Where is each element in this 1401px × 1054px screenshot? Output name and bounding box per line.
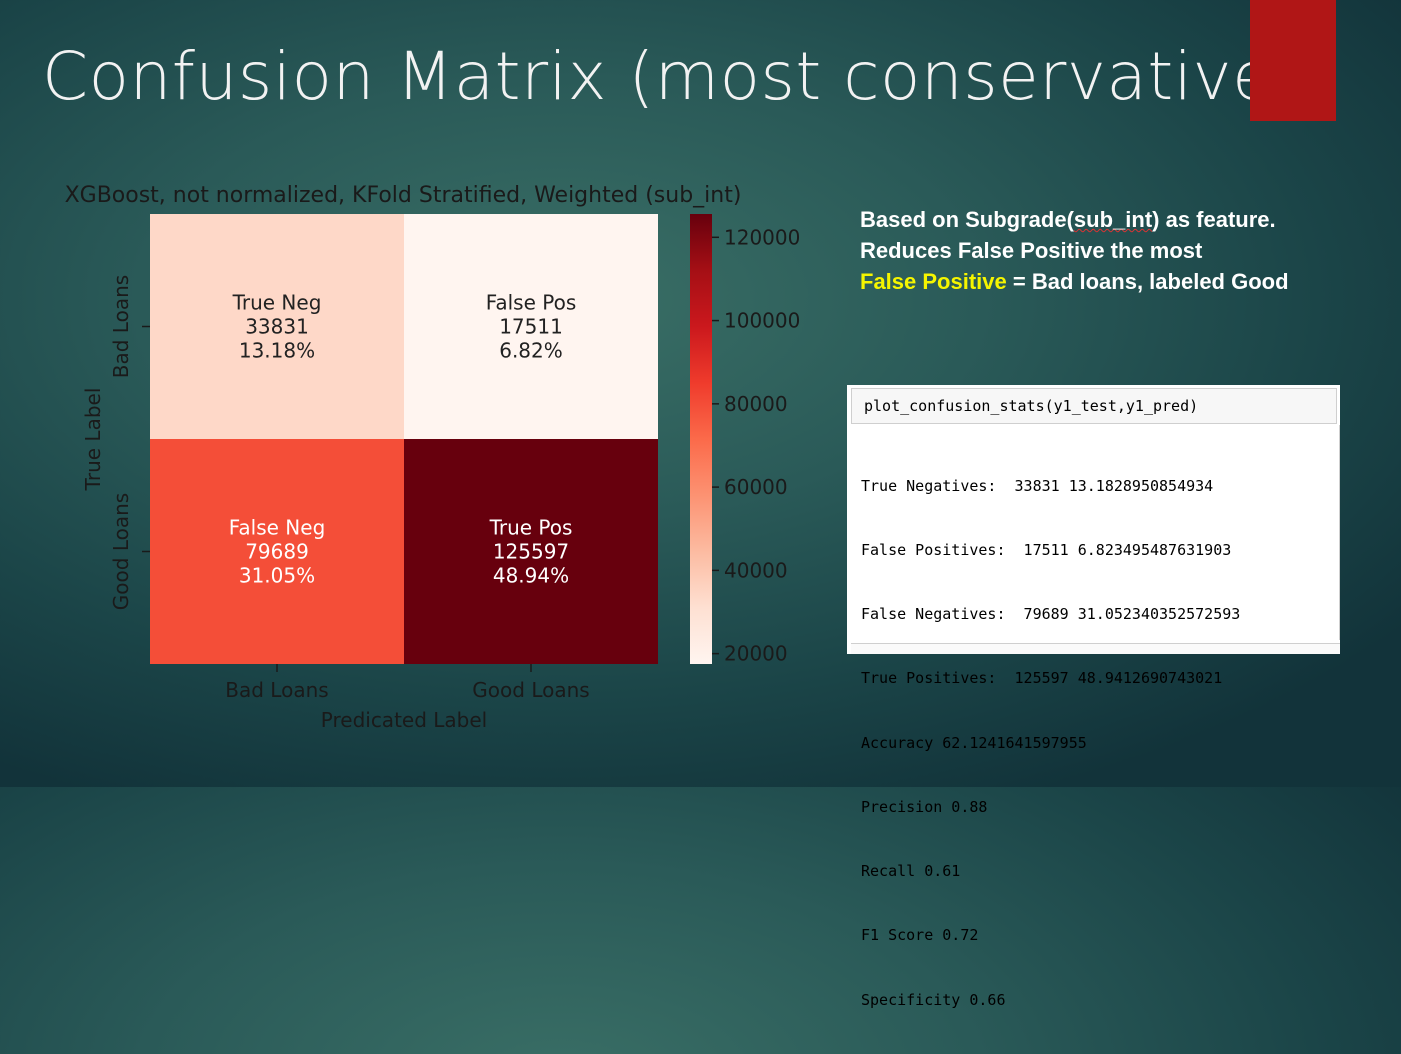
y-axis-label: True Label (81, 388, 105, 492)
heatmap-cell (404, 214, 658, 439)
colorbar (690, 214, 712, 664)
output-line: Accuracy 62.1241641597955 (861, 733, 1087, 752)
x-tick-label: Good Loans (472, 678, 589, 702)
notebook-cell: plot_confusion_stats(y1_test,y1_pred) Tr… (847, 385, 1340, 1009)
heatmap-svg: XGBoost, not normalized, KFold Stratifie… (65, 183, 801, 732)
cell-label: False Neg (229, 516, 326, 540)
colorbar-tick-label: 80000 (724, 392, 788, 416)
code-input[interactable]: plot_confusion_stats(y1_test,y1_pred) (851, 388, 1337, 424)
colorbar-tick-label: 60000 (724, 475, 788, 499)
output-line: Precision 0.88 (861, 797, 988, 816)
output-line: False Negatives: 79689 31.05234035257259… (861, 605, 1241, 624)
x-axis-label: Predicated Label (321, 708, 487, 732)
heatmap-cell (150, 439, 404, 664)
heatmap-cell (404, 439, 658, 664)
cell-label: 6.82% (499, 339, 563, 363)
y-tick-label: Bad Loans (109, 275, 133, 378)
colorbar-tick-label: 20000 (724, 642, 788, 666)
chart-title: XGBoost, not normalized, KFold Stratifie… (65, 183, 742, 208)
output-line: Specificity 0.66 (861, 990, 1006, 1009)
notes-line-3: False Positive = Bad loans, labeled Good (860, 269, 1289, 294)
cell-label: 33831 (245, 315, 309, 339)
cell-label: 125597 (493, 540, 569, 564)
colorbar-tick-label: 120000 (724, 225, 800, 249)
highlight-text: False Positive (860, 269, 1007, 294)
accent-block (1250, 0, 1336, 121)
notes-line-1: Based on Subgrade(sub_int) as feature. (860, 207, 1276, 232)
code-output: True Negatives: 33831 13.1828950854934 F… (861, 433, 1240, 1054)
colorbar-tick-label: 100000 (724, 309, 800, 333)
heatmap-cell (150, 214, 404, 439)
notes-text: Based on Subgrade(sub_int) as feature. R… (860, 204, 1380, 297)
output-line: True Negatives: 33831 13.1828950854934 (861, 476, 1214, 495)
cell-label: 17511 (499, 315, 563, 339)
squiggle-text: sub_int (1073, 207, 1153, 232)
cell-label: True Pos (489, 516, 573, 540)
notes-line-2: Reduces False Positive the most (860, 238, 1203, 263)
cell-label: True Neg (232, 291, 322, 315)
cell-label: 79689 (245, 540, 309, 564)
next-cell-edge (851, 643, 1340, 654)
y-tick-label: Good Loans (109, 493, 133, 610)
output-line: Recall 0.61 (861, 862, 961, 881)
output-line: F1 Score 0.72 (861, 926, 979, 945)
cell-label: 48.94% (493, 564, 569, 588)
cell-border (1339, 425, 1340, 640)
cell-label: 31.05% (239, 564, 315, 588)
cell-label: 13.18% (239, 339, 315, 363)
confusion-matrix-chart: XGBoost, not normalized, KFold Stratifie… (0, 170, 801, 740)
cell-label: False Pos (486, 291, 577, 315)
output-line: False Positives: 17511 6.823495487631903 (861, 541, 1232, 560)
x-tick-label: Bad Loans (225, 678, 328, 702)
output-line: True Positives: 125597 48.9412690743021 (861, 669, 1223, 688)
slide-title: Confusion Matrix (most conservative) (42, 38, 1300, 115)
colorbar-tick-label: 40000 (724, 558, 788, 582)
